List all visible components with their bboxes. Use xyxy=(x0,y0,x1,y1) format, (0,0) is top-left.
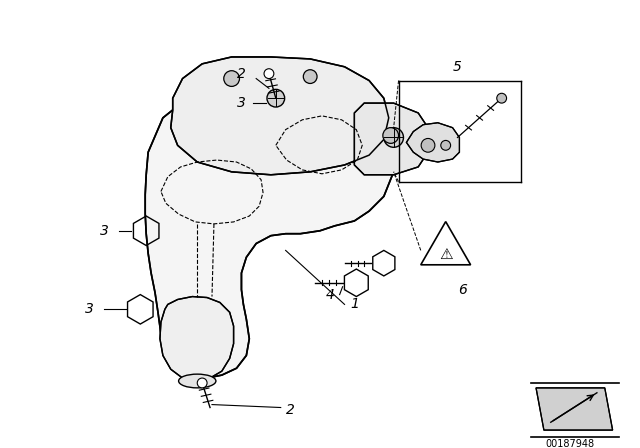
Circle shape xyxy=(224,71,239,86)
Circle shape xyxy=(441,140,451,150)
Circle shape xyxy=(384,128,403,147)
Text: 1: 1 xyxy=(350,297,359,311)
Text: 4: 4 xyxy=(325,288,334,302)
Polygon shape xyxy=(536,388,612,430)
Text: 2: 2 xyxy=(286,404,295,418)
Text: 2: 2 xyxy=(237,67,246,81)
Polygon shape xyxy=(406,123,460,162)
Polygon shape xyxy=(160,297,234,381)
Text: 3: 3 xyxy=(237,96,246,110)
Text: 3: 3 xyxy=(100,224,108,238)
Text: 5: 5 xyxy=(453,60,462,74)
Polygon shape xyxy=(355,103,428,175)
Text: 00187948: 00187948 xyxy=(546,439,595,448)
Circle shape xyxy=(264,69,274,78)
Text: 6: 6 xyxy=(458,283,467,297)
Polygon shape xyxy=(171,57,388,175)
Text: 3: 3 xyxy=(85,302,93,316)
Circle shape xyxy=(303,70,317,83)
Ellipse shape xyxy=(179,374,216,388)
Text: ⚠: ⚠ xyxy=(439,247,452,262)
Circle shape xyxy=(383,128,399,143)
Circle shape xyxy=(197,378,207,388)
Circle shape xyxy=(497,93,507,103)
Polygon shape xyxy=(145,86,394,378)
Circle shape xyxy=(267,89,285,107)
Circle shape xyxy=(421,138,435,152)
